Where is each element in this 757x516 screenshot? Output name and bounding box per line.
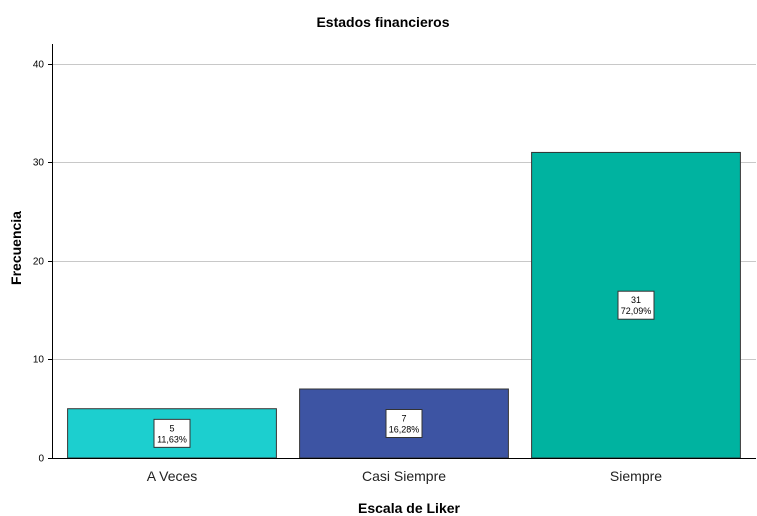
x-tick-label: Casi Siempre [362,468,446,484]
data-label-percent: 11,63% [157,434,187,444]
y-tick-label: 40 [33,60,45,71]
y-tick-label: 30 [33,158,45,169]
x-axis-title: Escala de Liker [358,500,461,516]
data-label-count: 31 [631,295,641,305]
y-tick-label: 0 [38,454,44,465]
data-label-percent: 16,28% [389,425,420,435]
x-tick-label: Siempre [610,468,662,484]
x-tick-label: A Veces [147,468,198,484]
data-label-count: 5 [169,423,174,433]
data-label-percent: 72,09% [621,306,652,316]
y-axis-title: Frecuencia [8,211,24,285]
y-tick-label: 10 [33,355,45,366]
y-tick-label: 20 [33,257,45,268]
chart-title: Estados financieros [316,14,449,30]
data-label-count: 7 [401,414,406,424]
